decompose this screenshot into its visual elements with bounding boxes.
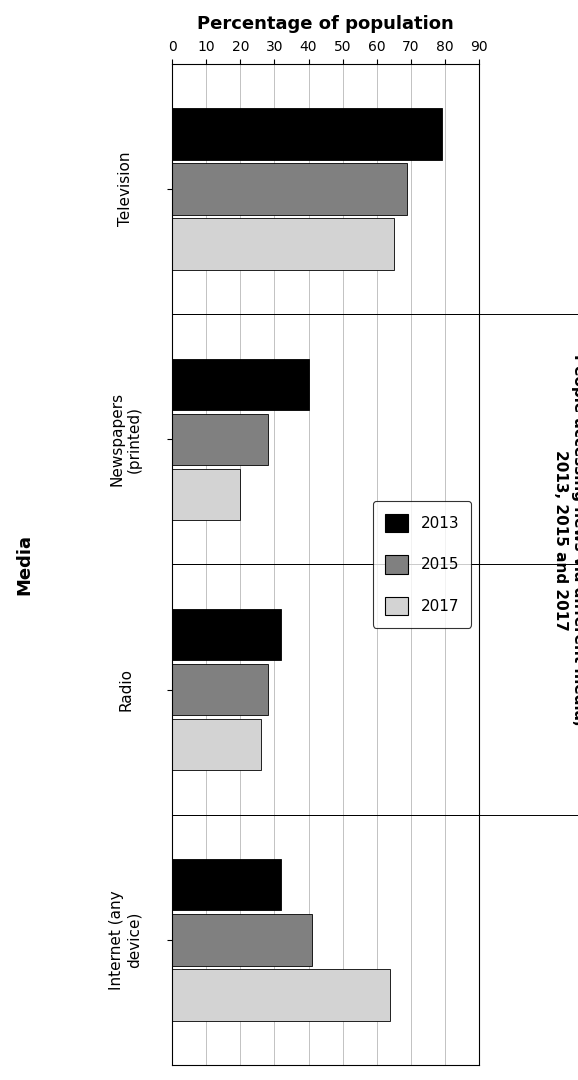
Bar bbox=[172, 664, 268, 715]
Bar bbox=[172, 719, 261, 770]
Bar bbox=[172, 469, 240, 519]
Bar bbox=[172, 108, 442, 160]
Text: People accessing news via different media,
2013, 2015 and 2017: People accessing news via different medi… bbox=[553, 354, 578, 726]
Bar bbox=[172, 969, 390, 1021]
Legend: 2013, 2015, 2017: 2013, 2015, 2017 bbox=[373, 501, 472, 627]
Bar bbox=[172, 414, 268, 464]
Bar bbox=[172, 163, 407, 215]
X-axis label: Percentage of population: Percentage of population bbox=[197, 15, 454, 33]
Bar bbox=[172, 859, 281, 910]
Bar bbox=[172, 609, 281, 660]
Bar bbox=[172, 218, 394, 270]
Y-axis label: Media: Media bbox=[15, 534, 33, 595]
Bar bbox=[172, 359, 309, 410]
Bar bbox=[172, 914, 312, 966]
